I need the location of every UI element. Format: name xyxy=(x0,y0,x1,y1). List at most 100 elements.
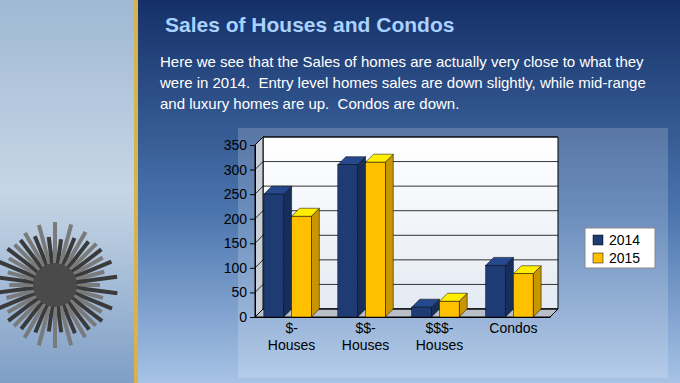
side-wall xyxy=(255,137,263,317)
bar-top xyxy=(486,257,514,265)
y-tick-mark xyxy=(250,170,255,171)
bar-side xyxy=(533,266,541,317)
x-tick: $$-Houses xyxy=(342,317,389,353)
bar-top xyxy=(292,208,320,216)
bar xyxy=(412,307,432,317)
legend-label: 2015 xyxy=(609,250,640,266)
bar xyxy=(366,162,386,317)
y-tick-mark xyxy=(250,268,255,269)
grid-line-side xyxy=(255,186,263,194)
grid-line xyxy=(263,161,558,162)
y-tick-mark xyxy=(250,292,255,293)
bar-side xyxy=(311,208,319,317)
bars xyxy=(264,154,541,317)
y-axis-line xyxy=(255,146,256,318)
subtitle-line: and luxury homes are up. Condos are down… xyxy=(160,95,459,112)
chart-area xyxy=(238,128,668,378)
chart: 050100150200250300350$-Houses$$-Houses$$… xyxy=(224,128,668,378)
y-tick-label: 50 xyxy=(231,284,247,300)
grid-line-side xyxy=(255,137,263,145)
y-tick-label: 200 xyxy=(224,211,248,227)
bar-group xyxy=(338,157,366,317)
grid-line-side xyxy=(255,260,263,268)
bar xyxy=(439,301,459,317)
grid xyxy=(255,137,558,317)
y-tick-label: 350 xyxy=(224,137,248,153)
y-axis: 0 50 100 150 200 250 300 350 xyxy=(224,137,256,325)
y-tick-label: 250 xyxy=(224,186,248,202)
y-tick: 200 xyxy=(224,211,255,227)
legend-box xyxy=(585,228,655,268)
x-tick: $$$-Houses xyxy=(416,317,463,353)
x-tick: Condos xyxy=(489,317,537,336)
bar-top xyxy=(366,154,394,162)
side-strip xyxy=(0,0,135,383)
x-tick-label-line: Houses xyxy=(268,337,315,353)
subtitle-line: were in 2014. Entry level homes sales ar… xyxy=(159,74,646,91)
x-tick-label: $-Houses xyxy=(268,320,315,353)
x-tick-label-line: Houses xyxy=(416,337,463,353)
y-tick-mark xyxy=(250,194,255,195)
x-tick-label: $$$-Houses xyxy=(416,320,463,353)
gold-rule xyxy=(134,0,138,383)
y-tick-mark xyxy=(250,145,255,146)
x-tick-label: Condos xyxy=(489,320,537,336)
y-tick-label: 0 xyxy=(239,309,247,325)
y-tick-label: 300 xyxy=(224,162,248,178)
x-tick: $-Houses xyxy=(268,317,315,353)
legend-swatch xyxy=(593,253,603,263)
bar-group xyxy=(264,186,292,317)
grid-line xyxy=(263,137,558,138)
bar-group xyxy=(486,257,514,317)
grid-line-side xyxy=(255,309,263,317)
y-tick-mark xyxy=(250,243,255,244)
y-tick: 300 xyxy=(224,162,255,178)
x-tick-label-line: $- xyxy=(285,320,298,336)
grid-line-side xyxy=(255,211,263,219)
bar-group xyxy=(412,299,440,317)
bar-side xyxy=(385,154,393,317)
background xyxy=(0,0,680,383)
y-tick: 250 xyxy=(224,186,255,202)
bar-top xyxy=(439,293,467,301)
bar-group xyxy=(292,208,320,317)
bar-group xyxy=(439,293,467,317)
legend-swatch xyxy=(593,235,603,245)
bar-side xyxy=(284,186,292,317)
bar-top xyxy=(264,186,292,194)
y-tick: 350 xyxy=(224,137,255,153)
y-tick: 50 xyxy=(231,284,255,300)
y-tick-label: 100 xyxy=(224,260,248,276)
y-tick-mark xyxy=(250,317,255,318)
y-tick-label: 150 xyxy=(224,235,248,251)
bar xyxy=(338,165,358,317)
x-tick-label-line: Condos xyxy=(489,320,537,336)
x-axis: $-Houses$$-Houses$$$-HousesCondos xyxy=(256,317,551,353)
y-tick: 0 xyxy=(239,309,255,325)
y-tick-mark xyxy=(250,219,255,220)
legend-label: 2014 xyxy=(609,232,640,248)
grid-line-side xyxy=(255,162,263,170)
y-tick: 100 xyxy=(224,260,255,276)
bar-group xyxy=(513,266,541,317)
title: Sales of Houses and Condos xyxy=(165,13,454,36)
grid-line xyxy=(263,186,558,187)
bar-group xyxy=(366,154,394,317)
decoration xyxy=(0,222,117,348)
x-tick-label-line: $$- xyxy=(355,320,376,336)
bar-side xyxy=(505,257,513,317)
bar xyxy=(264,194,284,317)
bar-top xyxy=(338,157,366,165)
x-tick-label-line: Houses xyxy=(342,337,389,353)
bar-top xyxy=(513,266,541,274)
x-axis-line xyxy=(256,317,551,318)
grid-line-side xyxy=(255,284,263,292)
y-tick: 150 xyxy=(224,235,255,251)
x-tick-label-line: $$$- xyxy=(425,320,453,336)
grid-line-side xyxy=(255,235,263,243)
legend: 2014 2015 xyxy=(585,228,655,268)
slide: Sales of Houses and Condos Here we see th… xyxy=(0,0,680,383)
spike-core xyxy=(33,263,77,307)
x-tick-label: $$-Houses xyxy=(342,320,389,353)
subtitle: Here we see that the Sales of homes are … xyxy=(159,53,646,112)
